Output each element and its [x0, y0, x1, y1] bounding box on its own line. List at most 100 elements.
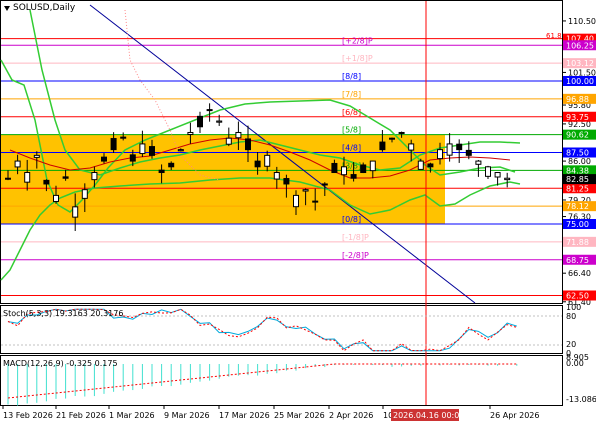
stoch-tick-label: 20 — [566, 340, 576, 349]
candle-body — [139, 143, 146, 155]
price-tag-label: 93.75 — [566, 113, 589, 122]
murrey-label: [-1/8]P — [342, 233, 369, 242]
price-tick-label: 110.50 — [568, 17, 596, 26]
time-label: 13 Feb 2026 — [3, 411, 53, 420]
murrey-label: [+2/8]P — [342, 36, 373, 45]
time-label: 9 Mar 2026 — [164, 411, 210, 420]
current-price-label: 82.85 — [566, 175, 589, 184]
price-tick-label: 61.40 — [568, 298, 591, 307]
murrey-label: [7/8] — [342, 90, 361, 99]
time-label: 17 Mar 2026 — [219, 411, 270, 420]
price-tick-label: 76.30 — [568, 213, 591, 222]
candle-body — [273, 172, 280, 180]
candle-body — [254, 160, 261, 168]
price-tag — [563, 236, 596, 247]
time-axis: 13 Feb 2026 21 Feb 2026 1 Mar 2026 9 Mar 20… — [2, 405, 539, 421]
candle-body — [389, 137, 395, 140]
time-highlight-box — [391, 409, 459, 421]
macd-histogram — [7, 364, 518, 406]
candle-body — [485, 166, 491, 177]
time-label: 1 Mar 2026 — [109, 411, 155, 420]
candle-body — [62, 176, 69, 179]
candle-body — [158, 169, 165, 174]
price-tag-label: 107.40 — [566, 35, 594, 44]
candle-body — [321, 183, 328, 186]
candle-body — [417, 160, 424, 170]
murrey-label: [6/8] — [342, 108, 361, 117]
price-tick-label: 95.80 — [568, 101, 591, 110]
time-highlight-label: 2026.04.16 00:00 — [393, 411, 464, 420]
price-axis: 110.50 101.50 95.80 92.50 86.00 79.20 76.30 66.… — [562, 17, 596, 307]
candle-body — [360, 164, 367, 174]
candle-body — [504, 177, 511, 181]
macd-pane-border — [0, 355, 563, 406]
macd-signal-line — [7, 363, 517, 399]
price-pane-border — [0, 0, 563, 304]
candle-body — [129, 154, 136, 162]
price-tag-label: 106.25 — [566, 41, 594, 50]
time-label: 2 Apr 2026 — [329, 411, 373, 420]
price-tag — [563, 40, 596, 51]
time-label: 26 Apr 2026 — [490, 411, 539, 420]
candle-body — [91, 172, 98, 181]
candle-body — [494, 172, 501, 178]
dotted-projection — [124, 9, 221, 181]
candle-body — [72, 206, 79, 218]
candle-body — [475, 160, 482, 165]
price-tag-label: 68.75 — [566, 256, 589, 265]
candle-body — [33, 154, 40, 158]
candle-body — [245, 138, 251, 151]
candle-body — [43, 179, 50, 185]
time-label: 21 Feb 2026 — [56, 411, 106, 420]
price-tag — [563, 33, 596, 44]
trend-line — [89, 4, 476, 304]
candle-body — [225, 137, 232, 145]
macd-label: MACD(12,26,9) -0.325 0.175 — [3, 359, 118, 368]
candle-body — [187, 131, 194, 135]
candle-body — [283, 178, 290, 185]
macd-tick-label: 0.00 — [566, 359, 584, 368]
price-tag-label: 87.50 — [566, 149, 589, 158]
candle-body — [110, 138, 117, 151]
candle-body — [446, 143, 453, 156]
symbol-title: SOLUSD,Daily — [13, 3, 76, 13]
chart-title[interactable]: SOLUSD,Daily — [4, 3, 75, 13]
price-tag — [563, 290, 596, 301]
price-tag-label: 90.62 — [566, 131, 589, 140]
current-price-tag — [563, 174, 596, 185]
price-tag — [563, 183, 596, 194]
murrey-label: [0/8] — [342, 215, 361, 224]
candle-body — [14, 160, 21, 168]
price-tag — [563, 219, 596, 229]
candle-body — [350, 174, 357, 179]
price-tag — [563, 147, 596, 158]
candle-body — [101, 156, 107, 162]
price-tag — [563, 76, 596, 86]
bollinger-lower — [0, 177, 521, 281]
price-tag — [563, 93, 596, 104]
candle-body — [437, 149, 443, 160]
macd-tick-label: -13.086 — [566, 395, 596, 404]
candle-body — [408, 143, 415, 151]
price-tag-label: 81.25 — [566, 184, 589, 193]
candle-body — [264, 154, 271, 167]
candle-body — [149, 146, 155, 156]
price-tag — [563, 254, 596, 265]
stoch-tick-label: 100 — [566, 303, 581, 312]
stoch-tick-label: 80 — [566, 312, 576, 321]
price-tick-label: 79.20 — [568, 196, 591, 205]
candle-body — [24, 172, 31, 183]
stoch-signal-line — [7, 308, 517, 352]
candle-body — [206, 109, 213, 112]
candle-body — [341, 166, 347, 176]
moving-average — [9, 137, 511, 179]
price-tag — [563, 129, 596, 140]
price-tag-label: 78.12 — [566, 202, 589, 211]
candle-body — [53, 194, 59, 202]
time-label: 10 — [383, 411, 393, 420]
dropdown-triangle-icon[interactable] — [4, 5, 10, 11]
